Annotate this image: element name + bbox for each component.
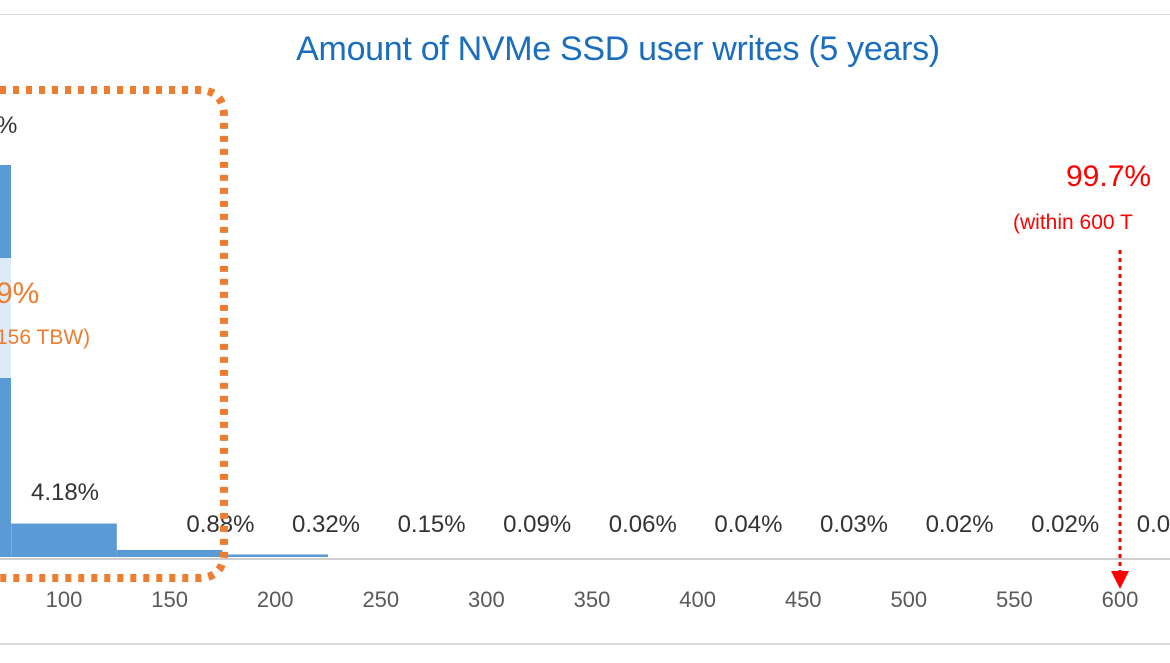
x-tick-label-600: 600 <box>1102 587 1139 612</box>
value-label-250: 0.15% <box>398 511 466 538</box>
marker-arrowhead-icon <box>1111 571 1129 589</box>
highlight-note-label: 156 TBW) <box>0 326 91 349</box>
highlight-percent-label: 9% <box>0 277 40 310</box>
x-tick-label-350: 350 <box>574 587 611 612</box>
x-tick-label-200: 200 <box>257 587 294 612</box>
chart-frame-bottom <box>0 643 1170 645</box>
x-tick-label-500: 500 <box>890 587 927 612</box>
value-label-400: 0.04% <box>714 511 782 538</box>
x-tick-label-100: 100 <box>46 587 83 612</box>
chart-title: Amount of NVMe SSD user writes (5 years) <box>296 30 940 68</box>
value-label-550: 0.02% <box>1031 511 1099 538</box>
x-tick-label-300: 300 <box>468 587 505 612</box>
value-label-350: 0.06% <box>609 511 677 538</box>
x-tick-label-550: 550 <box>996 587 1033 612</box>
x-tick-label-250: 250 <box>362 587 399 612</box>
value-label-450: 0.03% <box>820 511 888 538</box>
highlight-box-outline <box>0 86 228 582</box>
value-label-100: 4.18% <box>31 479 99 506</box>
marker-percent-label: 99.7% <box>1066 160 1152 193</box>
value-label-500: 0.02% <box>926 511 994 538</box>
value-label-200: 0.32% <box>292 511 360 538</box>
value-label-300: 0.09% <box>503 511 571 538</box>
bar-200 <box>222 554 328 557</box>
bar-partial-left-highlight <box>0 258 11 378</box>
bar-100 <box>11 523 117 557</box>
marker-note-label: (within 600 T <box>1013 211 1133 234</box>
x-tick-label-400: 400 <box>679 587 716 612</box>
chart-frame-top <box>0 14 1170 15</box>
x-tick-label-450: 450 <box>785 587 822 612</box>
bar-150 <box>116 549 223 557</box>
partial-top-value-label: % <box>0 112 17 140</box>
value-label-600: 0.01% <box>1137 511 1170 538</box>
x-tick-label-150: 150 <box>151 587 188 612</box>
